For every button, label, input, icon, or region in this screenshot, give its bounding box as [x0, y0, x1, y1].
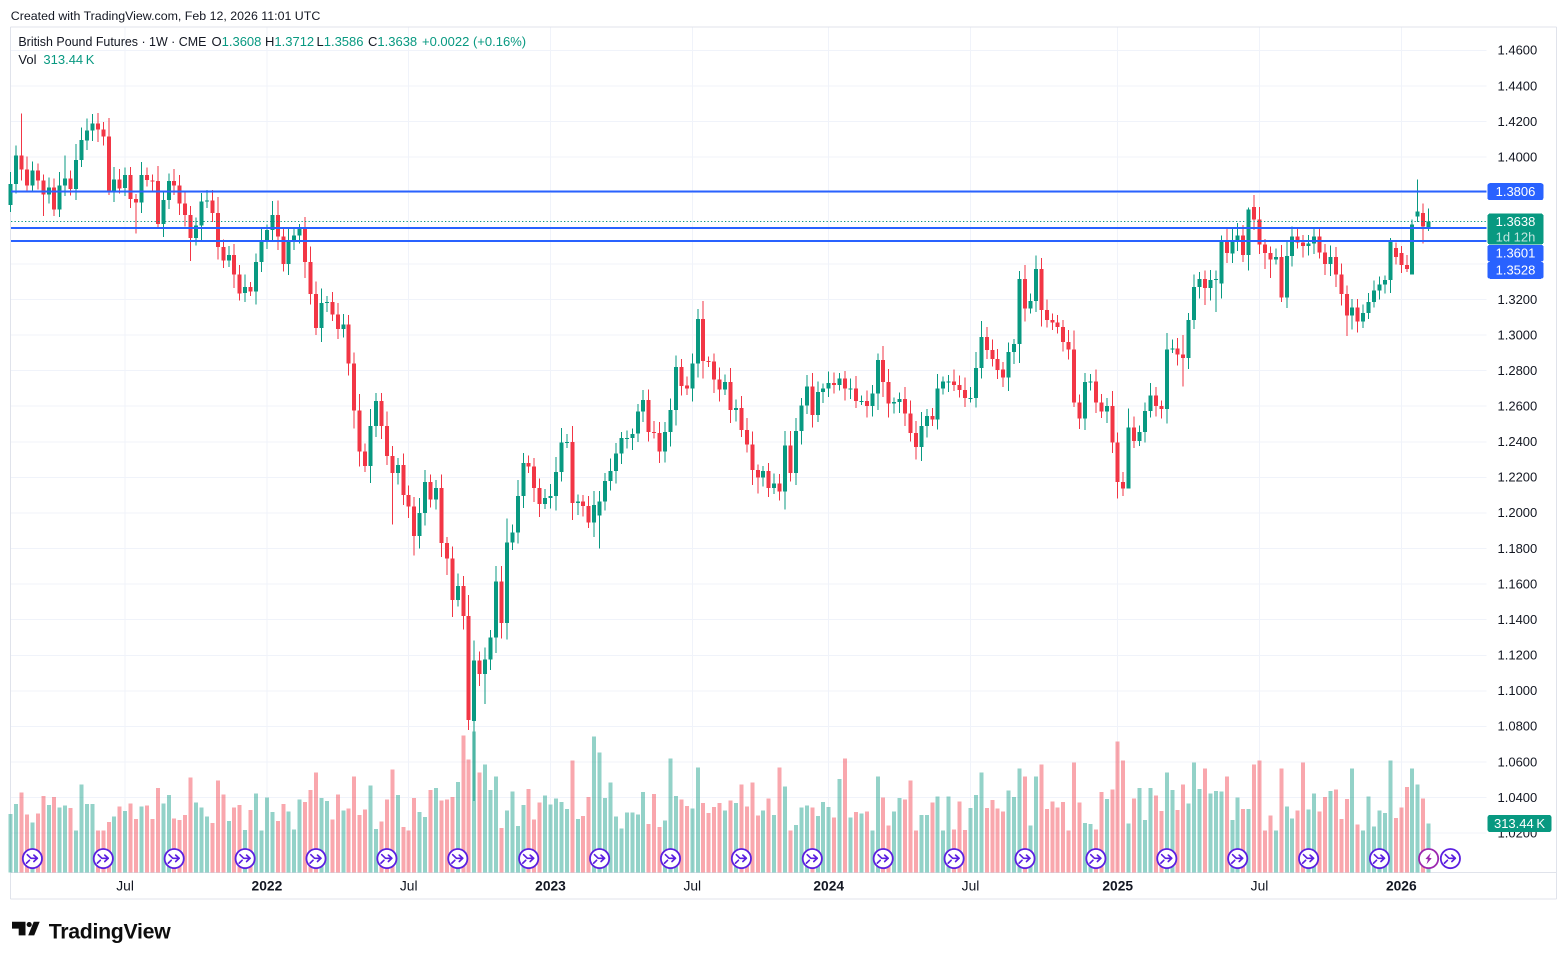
svg-text:2024: 2024	[813, 879, 844, 894]
svg-text:2026: 2026	[1386, 879, 1417, 894]
svg-text:1.1200: 1.1200	[1498, 648, 1538, 663]
svg-text:1.3200: 1.3200	[1498, 292, 1538, 307]
svg-text:Jul: Jul	[1251, 879, 1269, 894]
svg-text:Created with TradingView.com,: Created with TradingView.com, Feb 12, 20…	[11, 9, 321, 23]
svg-text:Jul: Jul	[400, 879, 418, 894]
svg-text:British Pound Futures · 1W · C: British Pound Futures · 1W · CME	[18, 34, 206, 49]
svg-text:1.4200: 1.4200	[1498, 114, 1538, 129]
svg-text:Vol: Vol	[18, 52, 36, 67]
svg-text:1.2600: 1.2600	[1498, 399, 1538, 414]
svg-text:1.2400: 1.2400	[1498, 434, 1538, 449]
svg-text:313.44 K: 313.44 K	[1494, 816, 1545, 831]
svg-text:1.1000: 1.1000	[1498, 683, 1538, 698]
svg-text:O1.3608: O1.3608	[212, 34, 262, 49]
svg-text:Jul: Jul	[683, 879, 701, 894]
svg-text:313.44 K: 313.44 K	[43, 52, 94, 67]
svg-text:1.4000: 1.4000	[1498, 149, 1538, 164]
svg-text:1.1400: 1.1400	[1498, 612, 1538, 627]
svg-text:1.4400: 1.4400	[1498, 78, 1538, 93]
svg-text:+0.0022 (+0.16%): +0.0022 (+0.16%)	[422, 34, 526, 49]
svg-text:2023: 2023	[535, 879, 566, 894]
svg-text:1.2800: 1.2800	[1498, 363, 1538, 378]
svg-text:1.3528: 1.3528	[1496, 263, 1536, 278]
svg-text:1.2000: 1.2000	[1498, 505, 1538, 520]
svg-text:1.1600: 1.1600	[1498, 576, 1538, 591]
svg-text:Jul: Jul	[962, 879, 980, 894]
svg-text:1.4600: 1.4600	[1498, 43, 1538, 58]
svg-text:1.1800: 1.1800	[1498, 541, 1538, 556]
svg-text:1.0800: 1.0800	[1498, 719, 1538, 734]
svg-text:C1.3638: C1.3638	[368, 34, 417, 49]
svg-text:1.0400: 1.0400	[1498, 790, 1538, 805]
svg-text:1d 12h: 1d 12h	[1496, 229, 1536, 244]
svg-text:1.3601: 1.3601	[1496, 246, 1536, 261]
svg-text:TradingView: TradingView	[49, 920, 171, 944]
svg-text:2022: 2022	[252, 879, 283, 894]
svg-text:1.0600: 1.0600	[1498, 754, 1538, 769]
svg-text:1.3638: 1.3638	[1496, 214, 1536, 229]
svg-text:L1.3586: L1.3586	[317, 34, 364, 49]
svg-text:1.3000: 1.3000	[1498, 327, 1538, 342]
svg-text:1.3806: 1.3806	[1496, 184, 1536, 199]
svg-text:1.2200: 1.2200	[1498, 470, 1538, 485]
svg-text:2025: 2025	[1102, 879, 1133, 894]
svg-text:H1.3712: H1.3712	[265, 34, 314, 49]
svg-text:Jul: Jul	[116, 879, 134, 894]
